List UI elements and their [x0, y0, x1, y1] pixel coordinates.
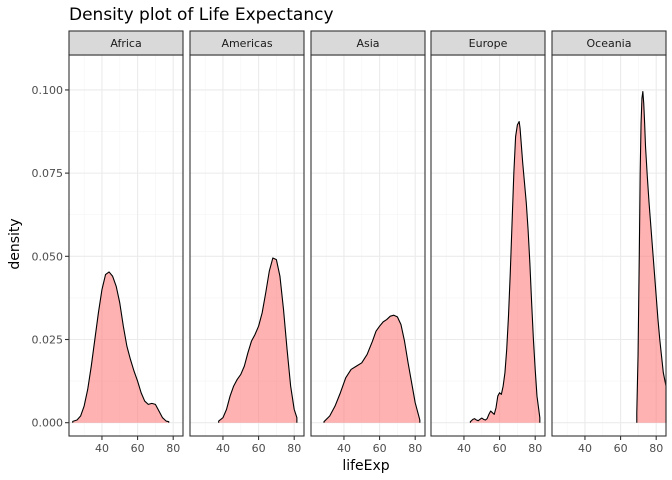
strip-label: Oceania [587, 37, 632, 50]
x-tick-label: 80 [408, 442, 422, 455]
x-tick-label: 60 [131, 442, 145, 455]
x-tick-label: 80 [528, 442, 542, 455]
chart-title: Density plot of Life Expectancy [69, 5, 334, 25]
strip-label: Africa [110, 37, 141, 50]
x-tick-label: 80 [287, 442, 301, 455]
x-tick-label: 60 [614, 442, 628, 455]
y-tick-label: 0.050 [32, 250, 64, 263]
density-area-europe [470, 121, 540, 423]
x-axis-title: lifeExp [342, 458, 389, 474]
x-tick-label: 80 [166, 442, 180, 455]
x-tick-label: 40 [578, 442, 592, 455]
density-area-africa [72, 271, 169, 423]
density-line-americas [218, 257, 298, 423]
x-tick-label: 40 [216, 442, 230, 455]
strip-label: Europe [469, 37, 508, 50]
strip-background [310, 30, 426, 56]
y-axis: 0.000 0.025 0.050 0.075 0.100 [32, 84, 69, 430]
y-axis-title: density [7, 218, 23, 269]
x-tick-label: 60 [373, 442, 387, 455]
y-tick-label: 0.000 [32, 417, 64, 430]
x-tick-label: 60 [493, 442, 507, 455]
y-tick-label: 0.100 [32, 84, 64, 97]
y-tick-label: 0.075 [32, 167, 64, 180]
density-area-oceania [636, 91, 666, 423]
strip-label: Americas [221, 37, 272, 50]
y-tick-label: 0.025 [32, 334, 64, 347]
facet-europe: Europe 40 60 80 [430, 30, 546, 455]
density-line-asia [323, 314, 421, 423]
facet-africa: Africa 40 60 80 [68, 30, 184, 455]
strip-background [551, 30, 667, 56]
density-line-oceania [636, 91, 667, 423]
strip-background [68, 30, 184, 56]
density-line-europe [469, 121, 541, 423]
x-tick-label: 80 [649, 442, 663, 455]
density-area-americas [218, 257, 297, 423]
x-tick-label: 40 [95, 442, 109, 455]
x-tick-label: 40 [457, 442, 471, 455]
strip-label: Asia [356, 37, 379, 50]
strip-background [430, 30, 546, 56]
density-area-asia [324, 315, 420, 423]
strip-background [189, 30, 305, 56]
x-tick-label: 40 [337, 442, 351, 455]
density-line-africa [72, 271, 170, 423]
x-tick-label: 60 [252, 442, 266, 455]
facet-oceania: Oceania 40 60 80 [551, 30, 667, 455]
facet-asia: Asia 40 60 80 [310, 30, 426, 455]
facet-americas: Americas 40 60 80 [189, 30, 305, 455]
